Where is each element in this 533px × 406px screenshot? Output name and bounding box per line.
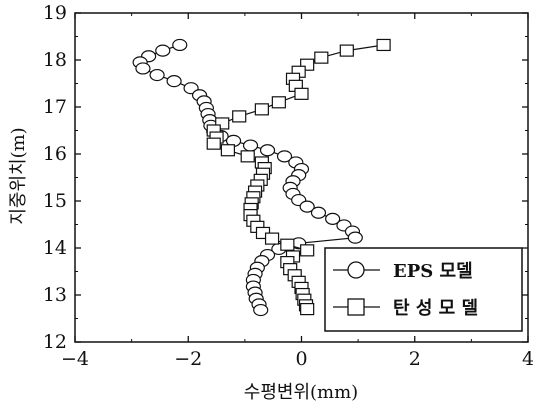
legend-label-eps: EPS 모델 — [393, 261, 473, 282]
data-point — [135, 62, 151, 75]
data-point — [259, 144, 276, 157]
data-point — [376, 38, 391, 52]
legend-marker-elastic — [347, 298, 365, 316]
x-tick-label: 2 — [409, 348, 421, 370]
data-point — [294, 87, 309, 100]
data-point — [172, 38, 188, 52]
data-point — [166, 75, 182, 88]
data-point — [240, 150, 255, 163]
data-point — [215, 117, 230, 130]
data-point — [280, 238, 295, 251]
data-point — [155, 44, 171, 57]
y-axis-label: 지중위치(m) — [8, 127, 29, 224]
data-point — [347, 231, 363, 244]
x-axis-label: 수평변위(mm) — [244, 382, 358, 403]
y-tick-label: 14 — [43, 237, 67, 259]
y-tick-label: 16 — [43, 143, 67, 165]
series-2 — [206, 38, 391, 316]
data-point — [253, 303, 269, 317]
data-point — [242, 139, 259, 152]
data-point — [314, 51, 329, 64]
y-tick-label: 15 — [43, 190, 67, 212]
data-point — [339, 44, 354, 57]
y-tick-label: 12 — [43, 331, 67, 353]
legend: EPS 모델 탄 성 모 델 — [324, 247, 523, 332]
data-point — [149, 68, 165, 82]
legend-label-elastic: 탄 성 모 델 — [393, 298, 478, 319]
data-point — [271, 96, 286, 109]
y-tick-label: 13 — [43, 284, 67, 306]
data-point — [325, 212, 341, 225]
data-point — [310, 206, 327, 219]
series-layer — [132, 38, 391, 317]
x-tick-label: −4 — [61, 348, 89, 370]
data-point — [300, 58, 315, 71]
data-point — [206, 137, 221, 150]
y-tick-label: 17 — [43, 96, 67, 118]
y-tick-label: 19 — [43, 2, 67, 24]
data-point — [300, 303, 315, 316]
data-point — [299, 200, 315, 213]
data-point — [220, 144, 235, 157]
y-tick-label: 18 — [43, 49, 67, 71]
data-point — [276, 150, 293, 163]
data-point — [254, 103, 269, 116]
data-point — [264, 232, 280, 245]
legend-marker-eps — [347, 261, 365, 279]
data-point — [300, 244, 315, 257]
data-point — [232, 110, 247, 123]
x-tick-label: 4 — [522, 348, 533, 370]
x-tick-label: 0 — [295, 348, 307, 370]
axis-ticks: −4 −2 0 2 4 12 13 14 15 16 17 18 19 — [43, 2, 533, 370]
series-1 — [132, 38, 363, 317]
x-tick-label: −2 — [174, 348, 202, 370]
